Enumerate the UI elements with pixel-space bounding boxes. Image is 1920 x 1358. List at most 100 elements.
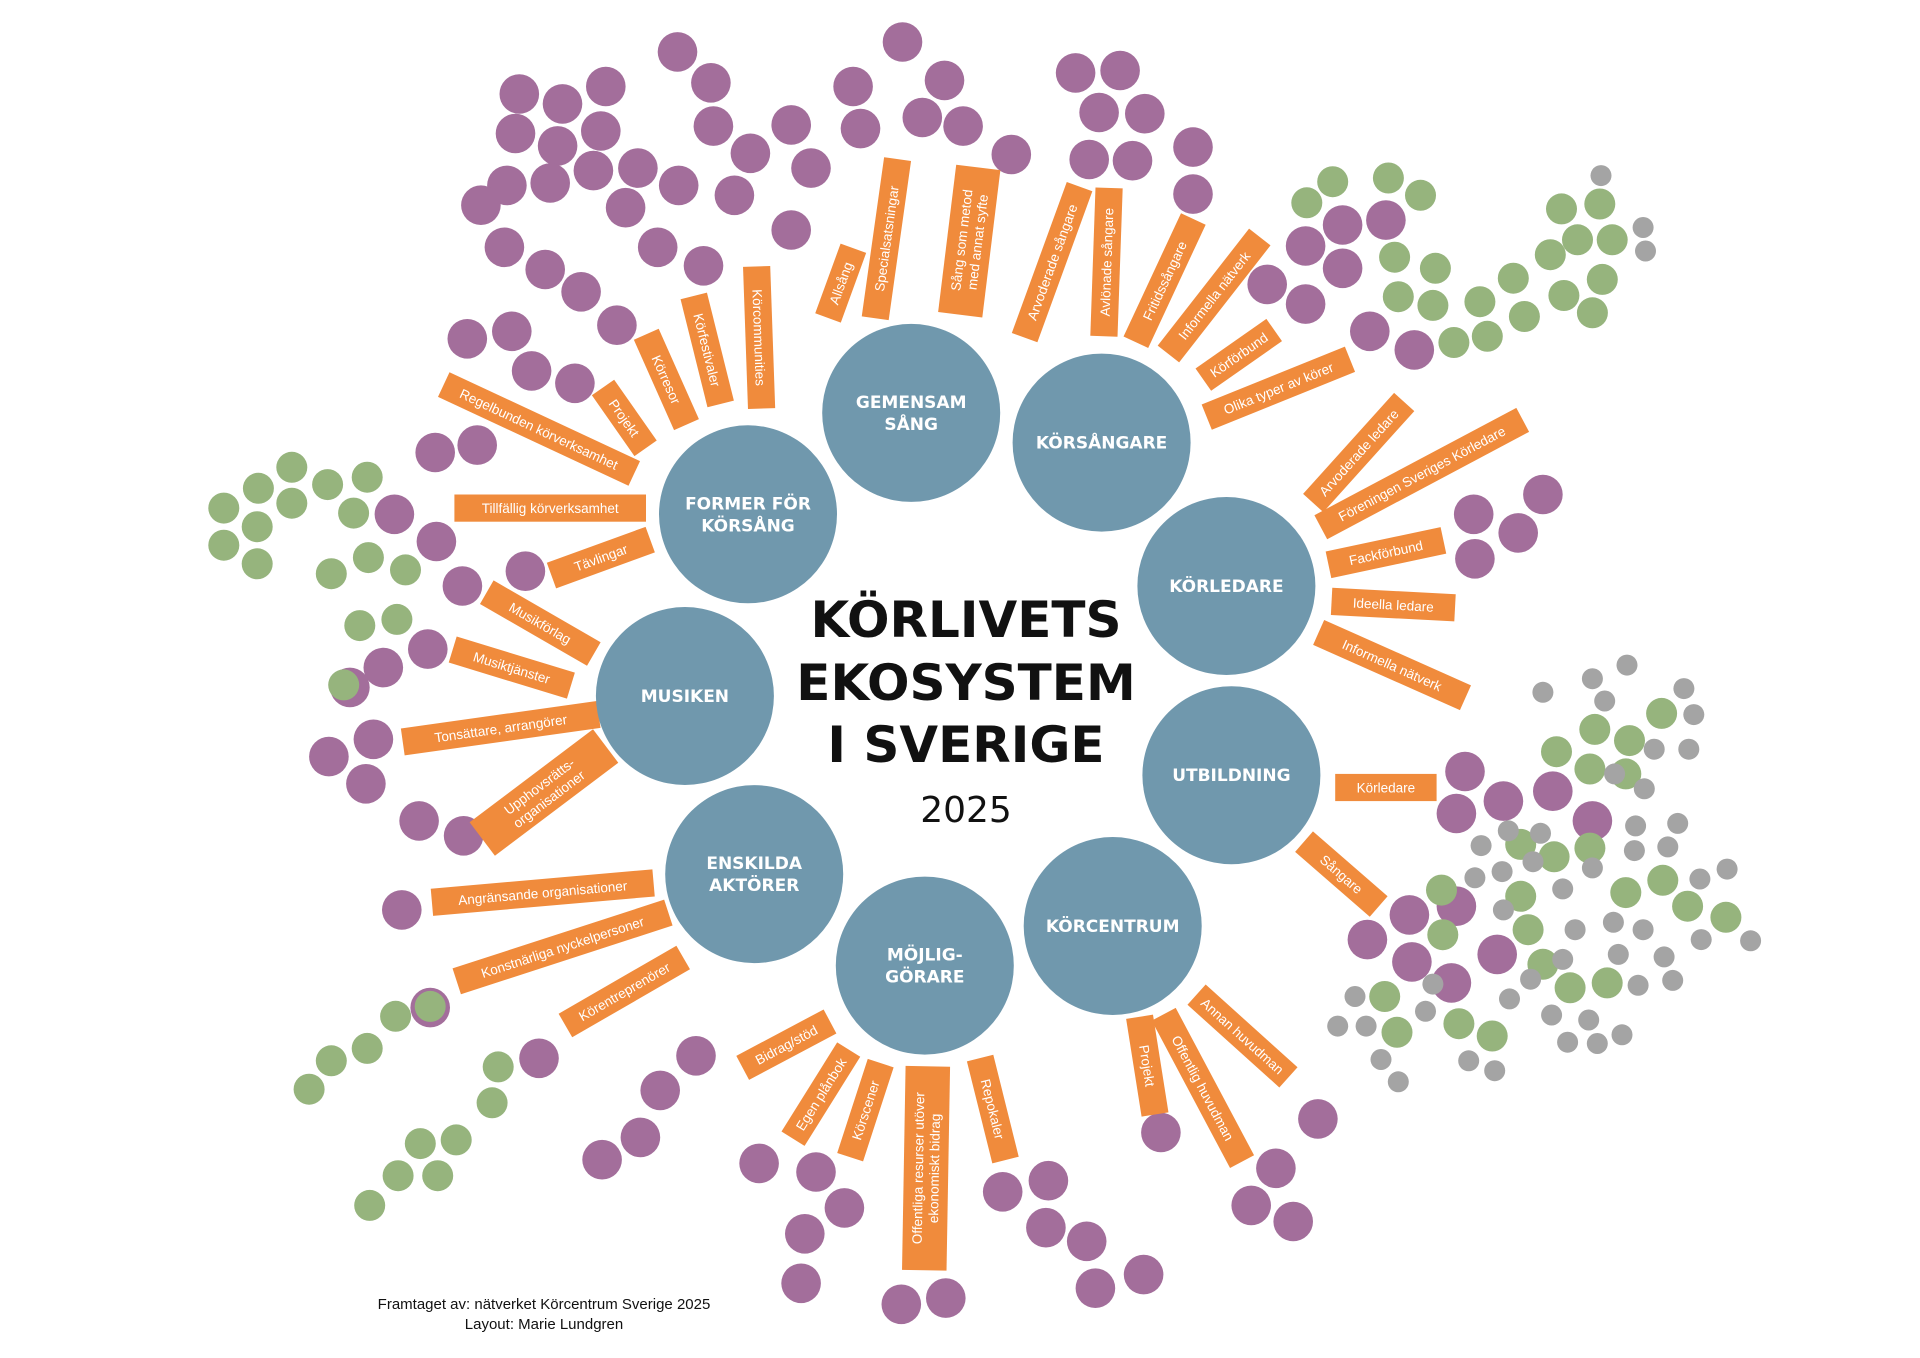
green-dot — [1586, 263, 1618, 295]
spoke-bar — [680, 292, 734, 408]
purple-dot — [926, 1278, 966, 1318]
purple-dot — [1055, 53, 1096, 93]
gray-dot — [1635, 240, 1656, 262]
gray-dot — [1632, 217, 1654, 238]
purple-dot — [363, 647, 404, 688]
purple-dot — [1123, 1254, 1164, 1295]
green-dot — [1574, 753, 1606, 785]
spoke-bar — [1157, 228, 1271, 363]
green-dot — [1417, 289, 1449, 321]
spoke-bar — [743, 265, 776, 410]
hub-musiken: MUSIKEN — [595, 607, 774, 785]
hub-circle — [1012, 353, 1191, 532]
spoke-musiken: Upphovsrätts-organisationer — [469, 729, 619, 856]
gray-dot — [1653, 946, 1675, 968]
spoke-bar — [861, 157, 912, 321]
green-dot — [381, 603, 413, 635]
gray-dot — [1632, 919, 1654, 941]
green-dot — [1554, 972, 1586, 1004]
spoke-bar — [1201, 346, 1356, 430]
spoke-bar — [400, 700, 601, 756]
hub-label: AKTÖRER — [709, 874, 799, 896]
spoke-label: Körcommunities — [749, 289, 767, 386]
hub-label: KÖRSÅNGARE — [1036, 431, 1167, 454]
purple-dot — [791, 148, 831, 188]
green-dot — [1505, 880, 1537, 912]
purple-dot — [597, 305, 637, 346]
purple-dot — [499, 74, 540, 114]
purple-dot — [1141, 1112, 1181, 1153]
spoke-bar — [1335, 773, 1437, 802]
green-dot — [1438, 327, 1470, 358]
hub-label: FORMER FÖR — [685, 492, 811, 514]
purple-dot — [525, 249, 565, 290]
spoke-label: Annan huvudman — [1198, 995, 1287, 1077]
spoke-bar — [781, 1042, 861, 1146]
spoke-bar — [736, 1009, 837, 1080]
purple-dot — [991, 134, 1032, 175]
gray-dot — [1464, 867, 1486, 889]
hub-label: ENSKILDA — [706, 854, 803, 874]
purple-dot — [1498, 513, 1538, 553]
green-dot — [1382, 281, 1414, 313]
gray-dot — [1499, 988, 1520, 1010]
purple-dot — [1026, 1207, 1066, 1248]
green-dot — [1579, 713, 1611, 745]
gray-dot — [1662, 969, 1684, 991]
spoke-bar — [1123, 213, 1206, 348]
green-dot — [1576, 297, 1608, 329]
purple-dot — [1523, 474, 1563, 515]
gray-dot — [1689, 868, 1711, 890]
purple-dot — [1445, 751, 1485, 792]
green-dot — [354, 1189, 386, 1221]
purple-dot — [658, 165, 699, 206]
green-dot — [312, 469, 344, 501]
gray-dot — [1604, 763, 1626, 785]
gray-dot — [1690, 929, 1712, 951]
green-dot — [1591, 967, 1623, 999]
spoke-bar — [430, 869, 655, 916]
purple-dot — [1392, 942, 1432, 982]
spoke-bar — [966, 1054, 1019, 1164]
spoke-former-for-korsang: Tillfällig körverksamhet — [454, 494, 646, 522]
hub-circle — [1142, 686, 1321, 865]
gray-dot — [1673, 678, 1695, 700]
purple-dot — [637, 227, 678, 268]
purple-dot — [555, 363, 595, 404]
green-dot — [328, 669, 360, 701]
purple-dot — [1431, 963, 1472, 1003]
green-dot — [1405, 179, 1436, 211]
spoke-label: ekonomiskt bidrag — [926, 1114, 943, 1224]
purple-dot — [374, 494, 415, 535]
green-dot — [1426, 874, 1457, 906]
green-dot — [1610, 877, 1642, 909]
purple-dot — [542, 84, 583, 124]
purple-dot — [1533, 771, 1573, 811]
purple-dot — [495, 113, 536, 154]
green-dot — [1512, 914, 1544, 946]
green-dot — [380, 1000, 412, 1032]
gray-dot — [1611, 1024, 1633, 1046]
purple-dot — [1285, 226, 1326, 266]
purple-dot — [657, 32, 698, 72]
purple-dot — [511, 351, 552, 391]
green-dot — [1471, 320, 1503, 352]
gray-dot — [1415, 1000, 1436, 1022]
purple-dot — [1112, 140, 1153, 181]
gray-dot — [1422, 973, 1444, 995]
hub-label: GEMENSAM — [856, 393, 967, 413]
gray-dot — [1594, 690, 1616, 712]
green-dot — [1291, 187, 1323, 219]
gray-dot — [1586, 1033, 1608, 1054]
spoke-label: Konstnärliga nyckelpersoner — [479, 914, 646, 981]
purple-dot — [1066, 1221, 1107, 1262]
purple-dot — [943, 106, 983, 146]
gray-dot — [1497, 820, 1519, 842]
gray-dot — [1590, 165, 1612, 187]
spoke-label: Avlönade sångare — [1098, 208, 1117, 317]
purple-dot — [620, 1117, 661, 1158]
green-dot — [276, 487, 308, 519]
gray-dot — [1458, 1050, 1480, 1072]
